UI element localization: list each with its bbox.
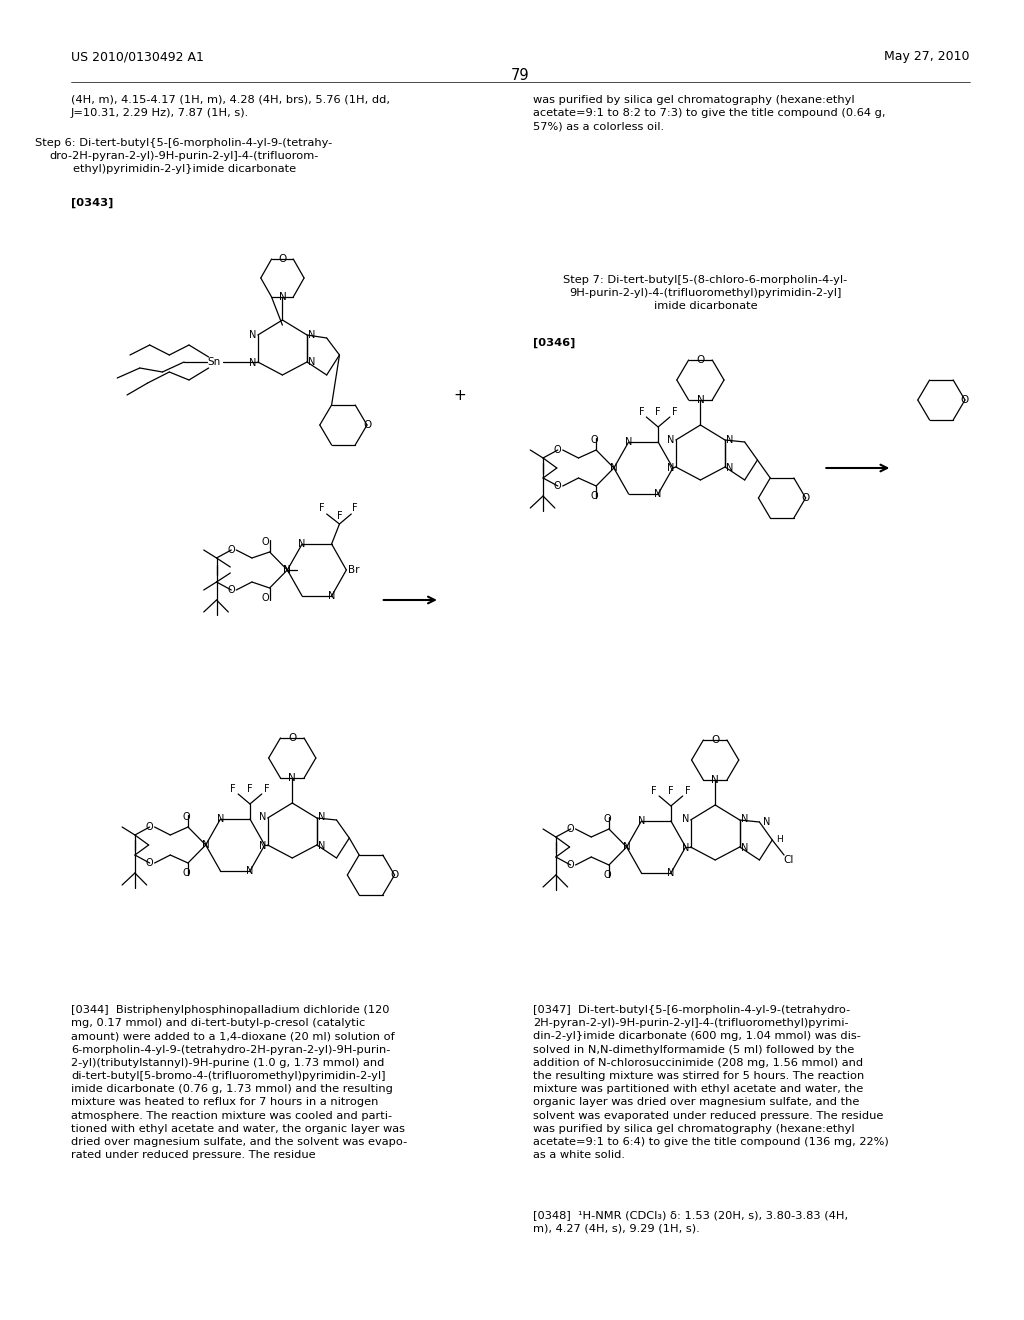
Text: N: N: [259, 841, 266, 851]
Text: O: O: [554, 445, 561, 455]
Text: F: F: [651, 785, 657, 796]
Text: N: N: [249, 358, 257, 368]
Text: O: O: [227, 545, 236, 554]
Text: F: F: [639, 407, 644, 417]
Text: O: O: [182, 812, 189, 822]
Text: [0344]  Bistriphenylphosphinopalladium dichloride (120
mg, 0.17 mmol) and di-ter: [0344] Bistriphenylphosphinopalladium di…: [71, 1005, 408, 1160]
Text: N: N: [668, 436, 675, 445]
Text: F: F: [318, 503, 325, 513]
Text: N: N: [249, 330, 257, 341]
Text: [0347]  Di-tert-butyl{5-[6-morpholin-4-yl-9-(tetrahydro-
2H-pyran-2-yl)-9H-purin: [0347] Di-tert-butyl{5-[6-morpholin-4-yl…: [534, 1005, 889, 1160]
Text: N: N: [308, 330, 315, 341]
Text: Step 6: Di-tert-butyl{5-[6-morpholin-4-yl-9-(tetrahy-
dro-2H-pyran-2-yl)-9H-puri: Step 6: Di-tert-butyl{5-[6-morpholin-4-y…: [36, 139, 333, 174]
Text: F: F: [264, 784, 269, 795]
Text: O: O: [279, 253, 287, 264]
Text: F: F: [668, 785, 674, 796]
Text: F: F: [337, 511, 342, 521]
Text: N: N: [638, 816, 645, 826]
Text: N: N: [259, 812, 266, 822]
Text: +: +: [453, 388, 466, 403]
Text: was purified by silica gel chromatography (hexane:ethyl
acetate=9:1 to 8:2 to 7:: was purified by silica gel chromatograph…: [534, 95, 886, 132]
Text: Cl: Cl: [783, 855, 795, 865]
Text: (4H, m), 4.15-4.17 (1H, m), 4.28 (4H, brs), 5.76 (1H, dd,
J=10.31, 2.29 Hz), 7.8: (4H, m), 4.15-4.17 (1H, m), 4.28 (4H, br…: [71, 95, 390, 119]
Text: N: N: [284, 565, 291, 576]
Text: O: O: [603, 870, 610, 880]
Text: N: N: [289, 774, 296, 783]
Text: N: N: [298, 539, 306, 549]
Text: N: N: [654, 488, 662, 499]
Text: N: N: [726, 436, 733, 445]
Text: H: H: [776, 836, 782, 845]
Text: N: N: [726, 463, 733, 473]
Text: O: O: [390, 870, 398, 880]
Text: O: O: [603, 814, 610, 824]
Text: May 27, 2010: May 27, 2010: [885, 50, 970, 63]
Text: N: N: [247, 866, 254, 876]
Text: N: N: [668, 463, 675, 473]
Text: Br: Br: [348, 565, 360, 576]
Text: O: O: [591, 491, 598, 502]
Text: O: O: [567, 861, 574, 870]
Text: O: O: [227, 585, 236, 595]
Text: O: O: [145, 858, 154, 869]
Text: N: N: [610, 463, 617, 473]
Text: O: O: [362, 420, 371, 430]
Text: N: N: [328, 591, 335, 601]
Text: US 2010/0130492 A1: US 2010/0130492 A1: [71, 50, 204, 63]
Text: F: F: [685, 785, 690, 796]
Text: N: N: [202, 840, 210, 850]
Text: F: F: [655, 407, 660, 417]
Text: N: N: [712, 775, 719, 785]
Text: N: N: [696, 395, 705, 405]
Text: F: F: [672, 407, 678, 417]
Text: N: N: [682, 814, 689, 824]
Text: O: O: [711, 735, 719, 744]
Text: O: O: [288, 733, 296, 743]
Text: N: N: [308, 356, 315, 367]
Text: O: O: [802, 492, 810, 503]
Text: [0346]: [0346]: [534, 338, 575, 348]
Text: O: O: [145, 822, 154, 832]
Text: O: O: [696, 355, 705, 366]
Text: O: O: [567, 824, 574, 834]
Text: O: O: [262, 537, 269, 546]
Text: O: O: [554, 480, 561, 491]
Text: O: O: [591, 436, 598, 445]
Text: N: N: [741, 843, 749, 853]
Text: F: F: [352, 503, 358, 513]
Text: N: N: [741, 814, 749, 824]
Text: O: O: [961, 395, 969, 405]
Text: N: N: [668, 869, 675, 878]
Text: N: N: [625, 437, 632, 447]
Text: Sn: Sn: [207, 356, 220, 367]
Text: N: N: [763, 817, 770, 828]
Text: F: F: [230, 784, 237, 795]
Text: [0348]  ¹H-NMR (CDCl₃) δ: 1.53 (20H, s), 3.80-3.83 (4H,
m), 4.27 (4H, s), 9.29 (: [0348] ¹H-NMR (CDCl₃) δ: 1.53 (20H, s), …: [534, 1210, 848, 1233]
Text: N: N: [318, 841, 326, 851]
Text: O: O: [262, 593, 269, 603]
Text: O: O: [182, 869, 189, 878]
Text: F: F: [247, 784, 253, 795]
Text: N: N: [279, 292, 287, 302]
Text: N: N: [217, 814, 224, 824]
Text: N: N: [623, 842, 631, 851]
Text: N: N: [682, 843, 689, 853]
Text: [0343]: [0343]: [71, 198, 114, 209]
Text: N: N: [318, 812, 326, 822]
Text: Step 7: Di-tert-butyl[5-(8-chloro-6-morpholin-4-yl-
9H-purin-2-yl)-4-(trifluorom: Step 7: Di-tert-butyl[5-(8-chloro-6-morp…: [563, 275, 848, 312]
Text: 79: 79: [511, 69, 529, 83]
Text: N: N: [284, 565, 291, 576]
